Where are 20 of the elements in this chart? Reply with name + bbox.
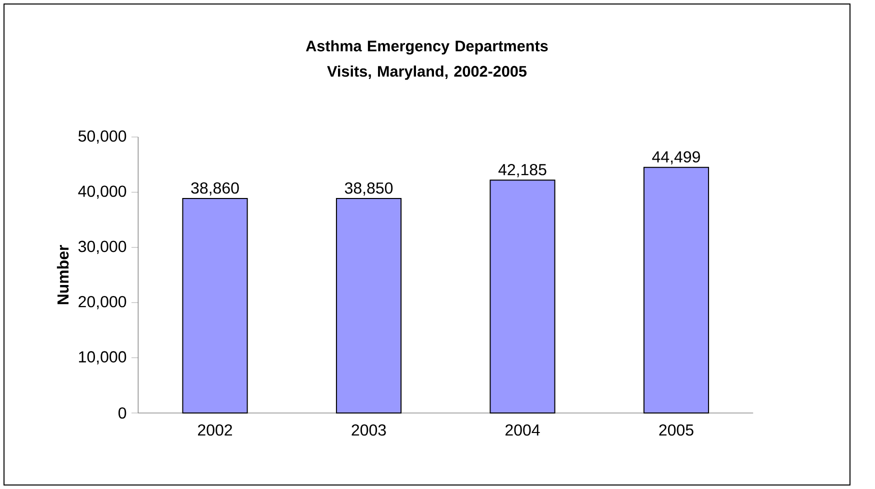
y-tick-label: 0 [118,407,126,419]
x-tick-label: 2004 [506,424,540,436]
bar [182,198,248,414]
y-tick-label: 50,000 [78,130,126,144]
data-label: 42,185 [498,164,546,178]
data-label: 44,499 [652,151,700,164]
y-tick-label: 10,000 [79,351,126,364]
chart-title: Asthma Emergency Departments Visits, Maryland, 2002-2005 [306,40,548,80]
data-label: 38,860 [191,182,239,196]
bar [336,198,402,414]
bar [490,180,556,414]
y-axis-title: Number [56,245,69,304]
y-tick-label: 20,000 [78,296,126,310]
y-tick-label: 40,000 [78,186,126,199]
bar [643,166,710,414]
y-tick-label: 30,000 [78,240,126,254]
x-tick-label: 2003 [352,424,386,436]
x-tick-label: 2002 [198,424,232,436]
x-tick-label: 2005 [659,424,694,436]
data-label: 38,850 [344,182,393,196]
